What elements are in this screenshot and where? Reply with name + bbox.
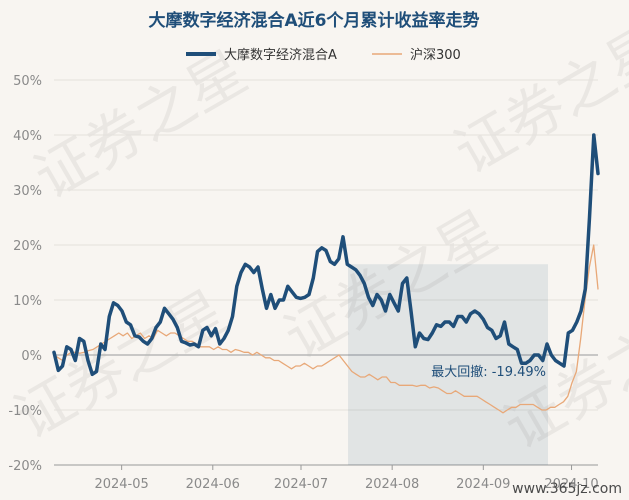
y-tick-label: 0% <box>21 349 42 364</box>
x-tick-label: 2024-09 <box>456 477 510 492</box>
y-tick-label: 10% <box>13 294 42 309</box>
y-axis: 50% 40% 30% 20% 10% 0% -10% -20% <box>8 74 42 474</box>
x-axis: 2024-05 2024-06 2024-07 2024-08 2024-09 2024-… <box>54 464 599 492</box>
legend: 大摩数字经济混合A 沪深300 <box>186 47 461 63</box>
y-tick-label: 30% <box>13 184 42 199</box>
series-line-index <box>53 244 599 414</box>
x-tick-label: 2024-10 <box>544 477 598 492</box>
y-tick-label: -20% <box>8 459 42 474</box>
x-tick-label: 2024-07 <box>274 477 328 492</box>
chart-title: 大摩数字经济混合A近6个月累计收益率走势 <box>149 10 480 31</box>
site-watermark: www.365jz.com <box>512 481 622 497</box>
legend-label-index: 沪深300 <box>410 47 461 63</box>
x-tick-label: 2024-05 <box>94 477 148 492</box>
y-tick-label: 20% <box>13 239 42 254</box>
watermark-text-2: 证券之星 <box>443 12 629 187</box>
max-drawdown-label: 最大回撤: -19.49% <box>431 364 546 380</box>
series <box>52 133 600 414</box>
x-tick-label: 2024-06 <box>186 477 240 492</box>
legend-label-fund: 大摩数字经济混合A <box>224 47 337 63</box>
y-tick-label: 50% <box>13 74 42 89</box>
x-tick-label: 2024-08 <box>365 477 419 492</box>
watermark-text-1: 证券之星 <box>23 37 258 212</box>
series-line-fund <box>52 133 600 377</box>
y-tick-label: 40% <box>13 129 42 144</box>
y-tick-label: -10% <box>8 404 42 419</box>
